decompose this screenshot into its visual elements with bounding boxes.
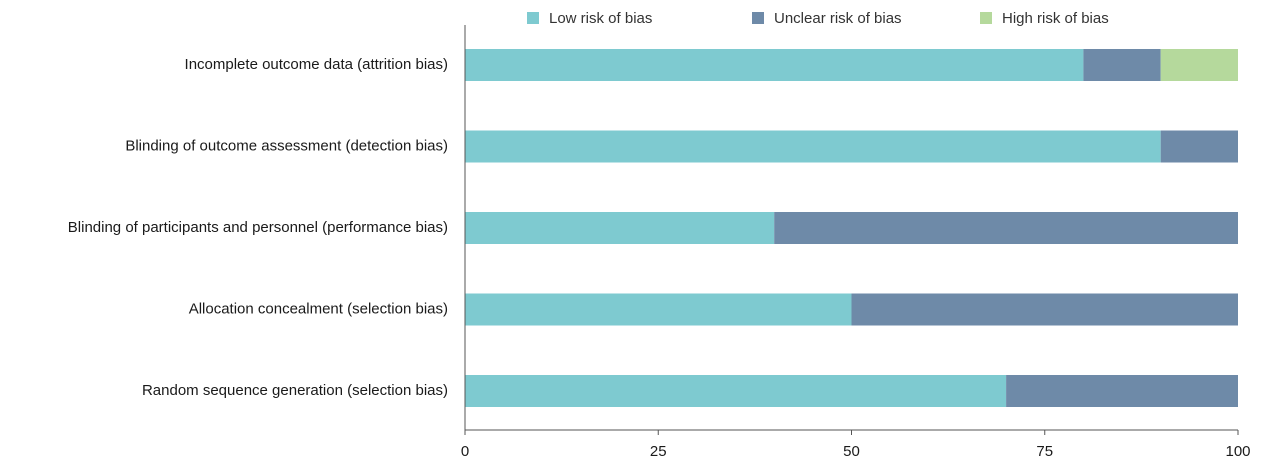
bar-segment-2-series-2 xyxy=(1160,130,1238,163)
bar-segment-5-series-2 xyxy=(1006,375,1238,407)
bar-segment-2-series-1 xyxy=(465,130,1161,163)
bar-segment-5-series-1 xyxy=(465,375,1007,407)
bar-segment-4-series-2 xyxy=(851,293,1238,326)
category-label: Allocation concealment (selection bias) xyxy=(189,300,448,317)
bar-segment-3-series-2 xyxy=(774,212,1238,244)
category-label: Random sequence generation (selection bi… xyxy=(142,382,448,399)
category-label: Blinding of participants and personnel (… xyxy=(68,219,448,236)
legend-label: High risk of bias xyxy=(1002,10,1109,27)
category-label: Blinding of outcome assessment (detectio… xyxy=(125,137,448,154)
x-tick-label: 0 xyxy=(461,443,469,460)
legend-swatch xyxy=(980,12,992,24)
category-label: Incomplete outcome data (attrition bias) xyxy=(185,56,448,73)
bar-segment-1-series-3 xyxy=(1160,49,1238,81)
legend-swatch xyxy=(752,12,764,24)
category-labels: Incomplete outcome data (attrition bias)… xyxy=(68,56,448,399)
x-ticks: 0 25 50 75 100 xyxy=(461,430,1251,460)
legend: Low risk of bias Unclear risk of bias High… xyxy=(527,10,1109,27)
x-tick-label: 50 xyxy=(843,443,860,460)
legend-swatch xyxy=(527,12,539,24)
x-tick-label: 100 xyxy=(1225,443,1250,460)
legend-label: Unclear risk of bias xyxy=(774,10,902,27)
x-tick-label: 75 xyxy=(1036,443,1053,460)
bar-segment-1-series-2 xyxy=(1083,49,1161,81)
bars xyxy=(465,49,1238,407)
bar-segment-1-series-1 xyxy=(465,49,1084,81)
legend-label: Low risk of bias xyxy=(549,10,652,27)
bar-segment-3-series-1 xyxy=(465,212,775,244)
bar-segment-4-series-1 xyxy=(465,293,852,326)
x-tick-label: 25 xyxy=(650,443,667,460)
